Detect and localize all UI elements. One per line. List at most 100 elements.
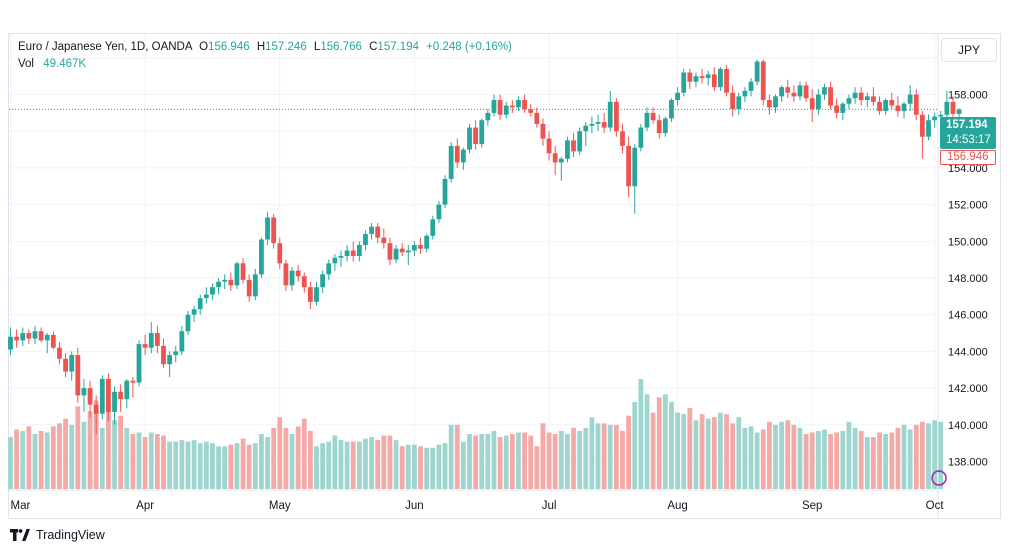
volume-bar bbox=[467, 434, 472, 489]
candle bbox=[944, 90, 950, 119]
candle-body bbox=[840, 103, 846, 113]
volume-bar bbox=[124, 427, 130, 489]
candle bbox=[350, 241, 356, 262]
volume-bar bbox=[656, 397, 662, 489]
volume-bar bbox=[644, 394, 650, 489]
candle-body bbox=[754, 61, 760, 82]
high-value: 157.246 bbox=[265, 41, 307, 53]
candle-body bbox=[864, 96, 870, 101]
candle bbox=[644, 107, 650, 132]
candle-body bbox=[289, 270, 295, 286]
candle bbox=[179, 325, 185, 356]
candle-body bbox=[858, 92, 864, 101]
candle-body bbox=[63, 358, 68, 372]
candle-body bbox=[412, 244, 417, 251]
volume-bar bbox=[14, 429, 20, 489]
symbol-title[interactable]: Euro / Japanese Yen, 1D, OANDA bbox=[18, 41, 192, 53]
candle-body bbox=[38, 331, 44, 341]
volume-bar bbox=[442, 443, 448, 489]
last-price-value: 157.194 bbox=[946, 119, 988, 131]
volume-bar bbox=[626, 415, 632, 489]
candle bbox=[926, 114, 931, 141]
candle bbox=[75, 347, 81, 403]
volume-bar bbox=[301, 418, 307, 489]
volume-bar bbox=[283, 427, 289, 489]
volume-bar bbox=[687, 408, 693, 489]
volume-bar bbox=[938, 421, 944, 489]
volume-bar bbox=[742, 427, 748, 489]
candle bbox=[81, 378, 87, 412]
candle bbox=[57, 342, 62, 365]
candle bbox=[424, 233, 430, 253]
time-axis[interactable]: Mar Apr May Jun Jul Aug Sep Oct bbox=[11, 500, 945, 512]
candle-body bbox=[106, 378, 111, 412]
x-tick-label: Aug bbox=[667, 500, 687, 512]
candle-body bbox=[791, 92, 797, 97]
low-value: 156.766 bbox=[320, 41, 362, 53]
candle-body bbox=[69, 355, 75, 372]
candle-body bbox=[216, 281, 221, 288]
candle-body bbox=[705, 74, 711, 79]
volume-bar bbox=[583, 427, 589, 489]
volume-bar bbox=[344, 441, 350, 489]
candle-body bbox=[265, 217, 270, 240]
candle-body bbox=[173, 351, 179, 356]
candle-body bbox=[252, 274, 258, 297]
candle bbox=[797, 81, 803, 101]
candle-body bbox=[148, 333, 154, 348]
candle-body bbox=[577, 131, 583, 152]
currency-button[interactable]: JPY bbox=[941, 38, 997, 62]
tradingview-logo[interactable]: TradingView bbox=[10, 528, 105, 542]
candle-body bbox=[467, 127, 472, 150]
candle bbox=[38, 327, 44, 343]
candle-body bbox=[828, 87, 833, 106]
volume-bar bbox=[246, 444, 252, 489]
open-value: 156.946 bbox=[208, 41, 250, 53]
candle bbox=[699, 68, 705, 84]
volume-bar bbox=[632, 401, 638, 489]
candle-body bbox=[522, 100, 527, 110]
scroll-indicator-icon[interactable] bbox=[931, 470, 947, 486]
candle-body bbox=[81, 388, 87, 396]
candle bbox=[718, 67, 723, 91]
volume-bar bbox=[516, 432, 521, 489]
candle-body bbox=[167, 355, 173, 365]
candle-body bbox=[44, 334, 50, 341]
candle-body bbox=[626, 145, 632, 187]
volume-bar bbox=[571, 427, 576, 489]
volume-label: Vol bbox=[18, 58, 34, 70]
candle bbox=[289, 267, 295, 291]
volume-bar bbox=[711, 417, 717, 489]
candle-body bbox=[656, 120, 662, 134]
volume-bar bbox=[895, 427, 901, 489]
candle bbox=[803, 81, 809, 102]
volume-bar bbox=[479, 434, 485, 489]
candle-body bbox=[613, 101, 619, 132]
volume-bar bbox=[565, 434, 570, 489]
candle bbox=[589, 116, 595, 134]
volume-bar bbox=[552, 434, 558, 489]
volume-bar bbox=[546, 432, 552, 489]
volume-bar bbox=[26, 426, 32, 489]
candle bbox=[583, 122, 589, 146]
candle bbox=[895, 96, 901, 117]
candle bbox=[283, 259, 289, 291]
candle-body bbox=[797, 85, 803, 97]
candle-body bbox=[662, 118, 668, 134]
candle-body bbox=[479, 120, 485, 145]
candle bbox=[534, 107, 540, 128]
volume-bar bbox=[412, 444, 417, 489]
candle bbox=[216, 278, 221, 295]
candle bbox=[228, 272, 234, 291]
price-axis[interactable]: 160.000158.000156.000154.000152.000150.0… bbox=[948, 53, 988, 469]
candle bbox=[626, 136, 632, 198]
volume-bar bbox=[828, 434, 833, 489]
candle-body bbox=[534, 112, 540, 124]
candle bbox=[864, 92, 870, 108]
candle-body bbox=[8, 336, 13, 350]
candle bbox=[393, 244, 399, 264]
candle-body bbox=[632, 147, 638, 187]
candle bbox=[565, 136, 570, 163]
candle bbox=[730, 85, 736, 117]
